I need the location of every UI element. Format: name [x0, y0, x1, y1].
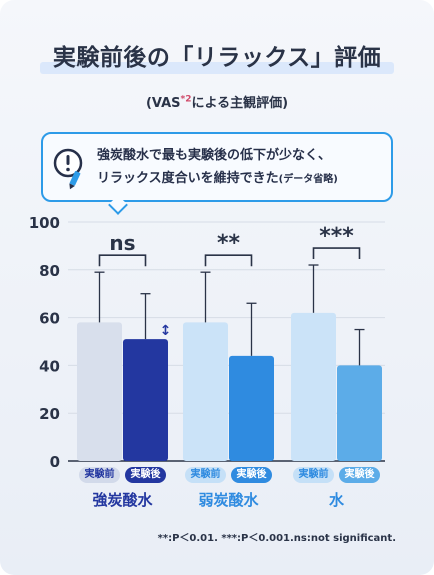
label-after: 実験後: [125, 467, 166, 483]
label-before: 実験前: [293, 467, 334, 483]
significance-label: ***: [319, 224, 354, 249]
subtitle-main: (VAS: [145, 96, 181, 111]
label-before: 実験前: [79, 467, 120, 483]
y-tick-label: 80: [39, 262, 60, 280]
bar-before: [291, 312, 336, 461]
callout-line-2-note: (データ省略): [278, 174, 338, 185]
chart-title: 実験前後の「リラックス」評価: [52, 45, 382, 71]
callout-box: 強炭酸水で最も実験後の低下が少なく、 リラックス度合いを維持できた(データ省略): [41, 132, 393, 202]
y-tick-label: 0: [50, 453, 60, 471]
exclamation-pen-icon: [51, 146, 91, 192]
label-before: 実験前: [185, 467, 226, 483]
bar-after: [229, 355, 274, 461]
group-name: 強炭酸水: [92, 491, 153, 509]
callout-line-1: 強炭酸水で最も実験後の低下が少なく、: [97, 148, 332, 163]
bar-before: [77, 322, 122, 461]
significance-bracket: [312, 247, 361, 260]
label-after: 実験後: [339, 467, 380, 483]
significance-label: **: [217, 231, 241, 256]
callout-line-2: リラックス度合いを維持できた(データ省略): [97, 171, 338, 186]
callout-text: 強炭酸水で最も実験後の低下が少なく、 リラックス度合いを維持できた(データ省略): [97, 144, 387, 191]
subtitle-tail: による主観評価): [191, 96, 289, 111]
significance-bracket: [98, 254, 147, 267]
group-name: 弱炭酸水: [198, 491, 259, 509]
subtitle-footnote-mark: *2: [180, 94, 192, 105]
bar-before: [183, 322, 228, 461]
y-tick-label: 60: [39, 310, 60, 328]
significance-label: ns: [109, 231, 135, 255]
chart-subtitle: (VAS*2による主観評価): [0, 92, 434, 111]
footnote: **:P＜0.01. ***:P＜0.001.ns:not significan…: [157, 533, 396, 544]
bar-after: [123, 339, 168, 461]
y-tick-label: 20: [39, 405, 60, 423]
change-arrow-icon: ↕: [160, 323, 172, 339]
y-tick-label: 100: [29, 214, 60, 232]
label-after: 実験後: [231, 467, 272, 483]
title-highlight: [40, 62, 394, 74]
significance-bracket: [204, 254, 253, 267]
group-name: 水: [328, 491, 344, 509]
bar-after: [337, 365, 382, 461]
y-tick-label: 40: [39, 357, 60, 375]
